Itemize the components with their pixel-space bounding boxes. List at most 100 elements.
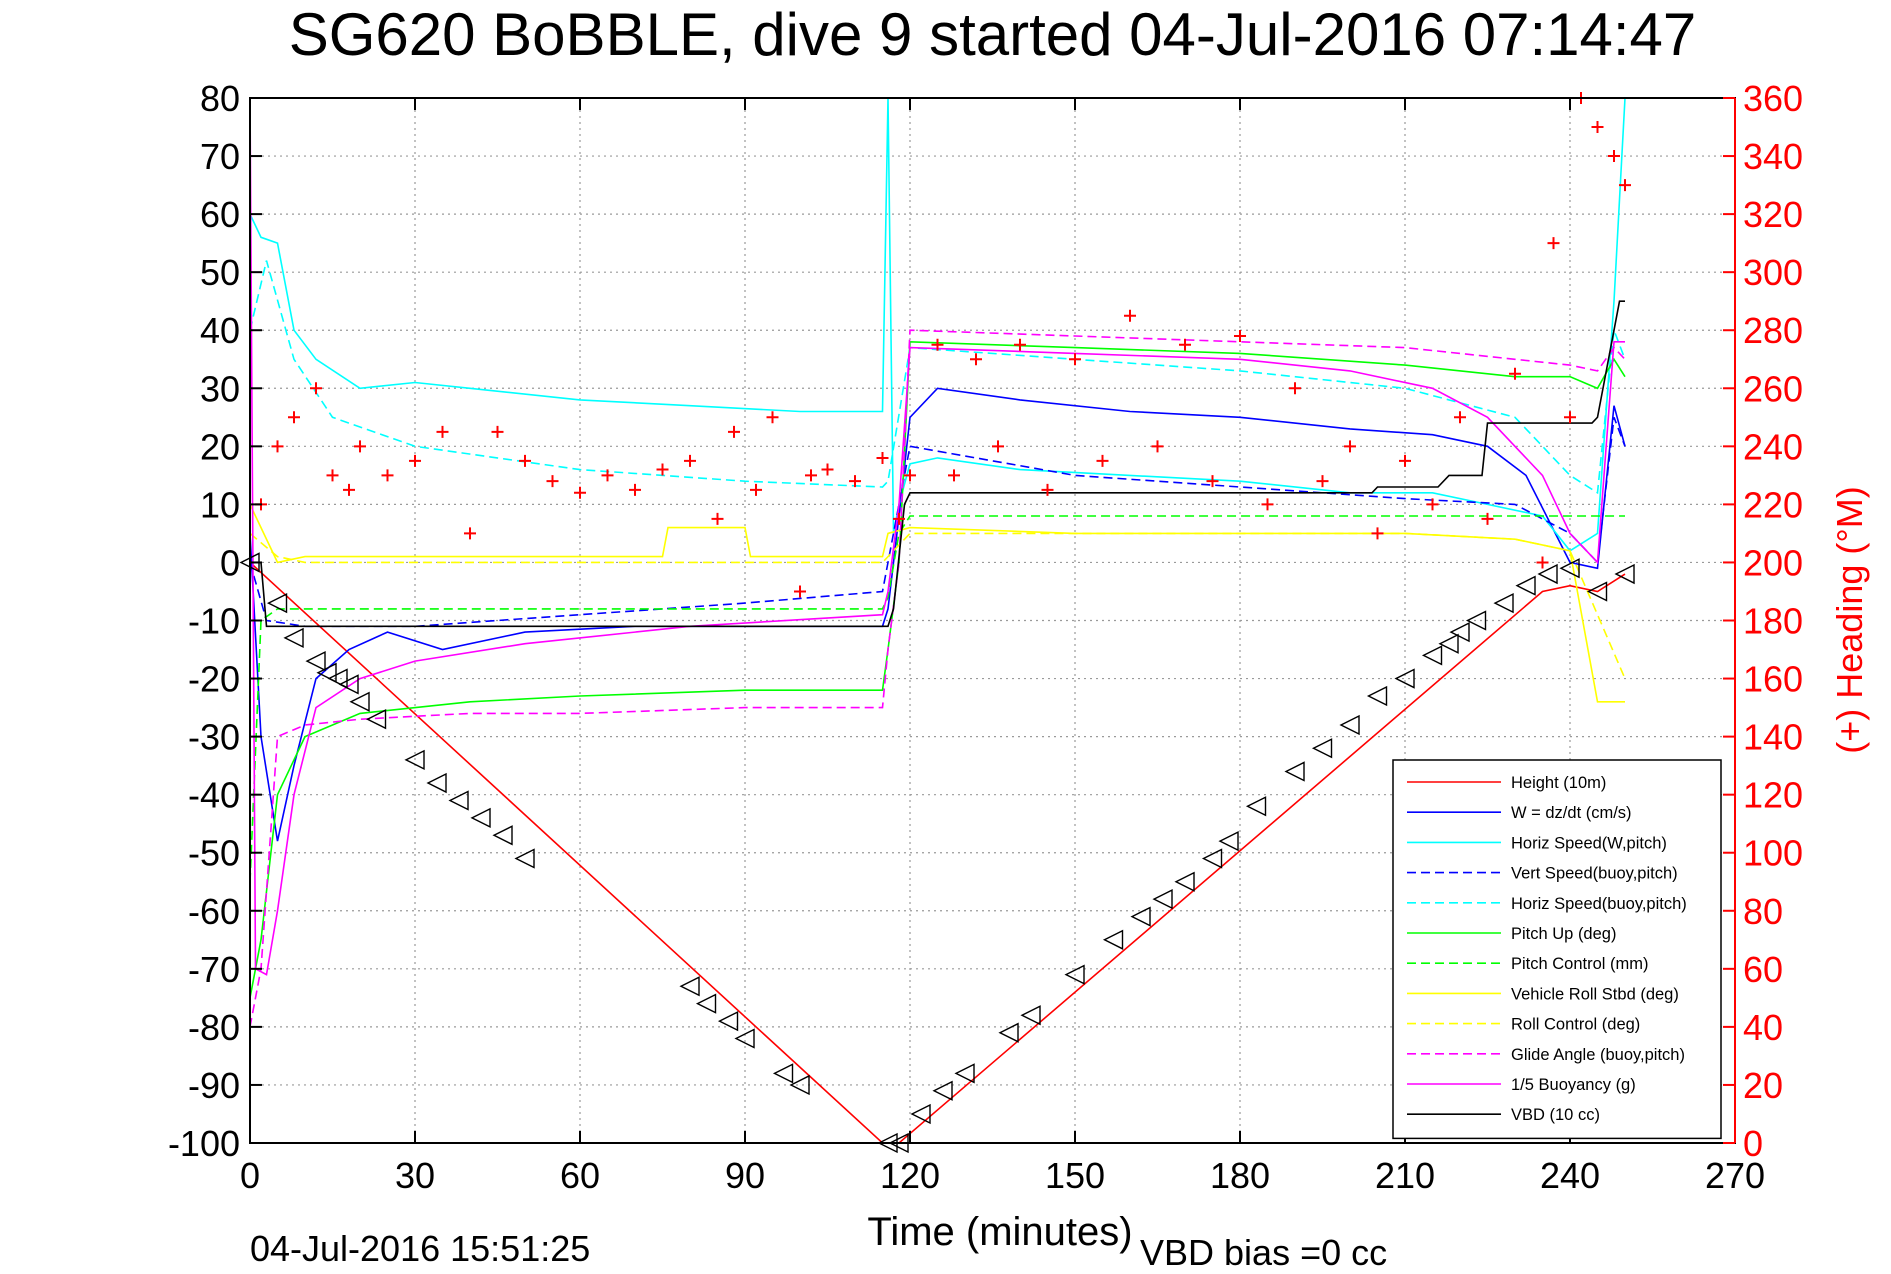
y-tick-label-right: 360 [1743, 78, 1803, 119]
heading-marker [1096, 454, 1109, 467]
x-tick-label: 210 [1375, 1155, 1435, 1196]
y-tick-label-right: 60 [1743, 949, 1783, 990]
height-marker [426, 772, 447, 794]
y-tick-label-right: 160 [1743, 659, 1803, 700]
heading-marker [1608, 150, 1620, 163]
heading-marker [1234, 330, 1246, 343]
heading-marker [948, 469, 960, 482]
height-marker [1438, 633, 1459, 654]
height-marker [1339, 714, 1360, 736]
heading-marker [1179, 338, 1191, 351]
heading-marker [464, 527, 476, 540]
height-marker [998, 1022, 1019, 1043]
height-marker [365, 709, 387, 730]
height-marker [717, 1010, 739, 1032]
series-line [250, 300, 1625, 628]
height-marker [910, 1103, 931, 1125]
height-marker [1614, 563, 1635, 585]
heading-marker [1344, 440, 1356, 453]
heading-marker [805, 469, 817, 482]
legend-label: Vert Speed(buoy,pitch) [1511, 865, 1678, 883]
heading-marker [343, 483, 355, 496]
y-tick-label-left: -40 [188, 775, 240, 816]
height-marker [1130, 906, 1151, 927]
height-marker [349, 691, 370, 712]
y-tick-label-left: -100 [168, 1123, 240, 1164]
heading-marker [766, 411, 779, 424]
axes: 0 30 60 90 120 150 180 210 240 270 80 70 60 50 40 30 20 1… [168, 78, 1803, 1196]
heading-marker [1564, 411, 1576, 424]
heading-marker [381, 469, 394, 482]
height-marker [1465, 610, 1487, 631]
heading-marker [1316, 475, 1329, 488]
y-tick-label-left: -20 [188, 659, 240, 700]
y-tick-label-left: 40 [200, 310, 240, 351]
x-tick-label: 240 [1540, 1155, 1600, 1196]
legend-label: Vehicle Roll Stbd (deg) [1511, 985, 1679, 1003]
legend: Height (10m) W = dz/dt (cm/s) Horiz Speed(… [1392, 759, 1722, 1140]
height-marker [679, 976, 700, 997]
height-marker [470, 807, 491, 829]
heading-marker [849, 475, 861, 488]
heading-marker [656, 463, 669, 476]
heading-marker [519, 454, 531, 467]
footer-timestamp: 04-Jul-2016 15:51:25 [250, 1228, 591, 1269]
y-tick-label-right: 0 [1743, 1123, 1763, 1164]
height-marker [1218, 830, 1239, 852]
y-tick-label-right: 280 [1743, 310, 1803, 351]
heading-marker [1206, 475, 1219, 488]
heading-marker [992, 440, 1004, 453]
heading-marker [893, 512, 905, 525]
y-tick-label-right: 180 [1743, 601, 1803, 642]
heading-marker [1289, 382, 1301, 395]
y-tick-label-right: 80 [1743, 891, 1783, 932]
series-line [249, 260, 1626, 495]
y-tick-label-left: 20 [200, 426, 240, 467]
y-tick-label-right: 220 [1743, 484, 1803, 525]
x-tick-label: 120 [880, 1155, 940, 1196]
height-marker [266, 592, 288, 614]
heading-marker [931, 338, 944, 351]
height-marker [1537, 563, 1558, 585]
heading-marker [821, 463, 834, 476]
y-tick-label-right: 300 [1743, 252, 1803, 293]
heading-marker [750, 483, 762, 496]
heading-marker [326, 469, 339, 482]
heading-marker [711, 512, 724, 525]
heading-marker [1124, 309, 1136, 322]
heading-marker [728, 425, 740, 438]
heading-marker [1261, 498, 1274, 511]
x-tick-label: 150 [1045, 1155, 1105, 1196]
y-tick-label-right: 200 [1743, 542, 1803, 583]
series-line [249, 515, 1625, 882]
y-tick-label-right: 240 [1743, 426, 1803, 467]
y-tick-label-left: 80 [200, 78, 240, 119]
height-marker [338, 674, 359, 695]
heading-marker [1014, 338, 1026, 351]
legend-label: Pitch Up (deg) [1511, 925, 1616, 943]
height-marker [327, 668, 348, 689]
heading-marker [436, 425, 449, 438]
height-marker [1064, 964, 1085, 985]
height-marker [1245, 796, 1267, 817]
height-marker [448, 790, 469, 811]
y-tick-label-left: 50 [200, 252, 240, 293]
height-marker [316, 662, 337, 683]
heading-marker [904, 469, 916, 482]
x-tick-label: 60 [560, 1155, 600, 1196]
heading-marker [970, 353, 982, 366]
heading-marker [601, 469, 614, 482]
height-marker [1586, 581, 1608, 602]
y-tick-label-right: 260 [1743, 368, 1803, 409]
heading-marker [354, 440, 366, 453]
height-marker [789, 1074, 810, 1096]
y-tick-label-left: -50 [188, 833, 240, 874]
heading-marker [1536, 556, 1549, 569]
height-marker [1152, 889, 1173, 910]
heading-marker [491, 425, 504, 438]
heading-marker [794, 585, 806, 598]
height-marker [695, 993, 717, 1014]
height-marker [1394, 668, 1415, 689]
